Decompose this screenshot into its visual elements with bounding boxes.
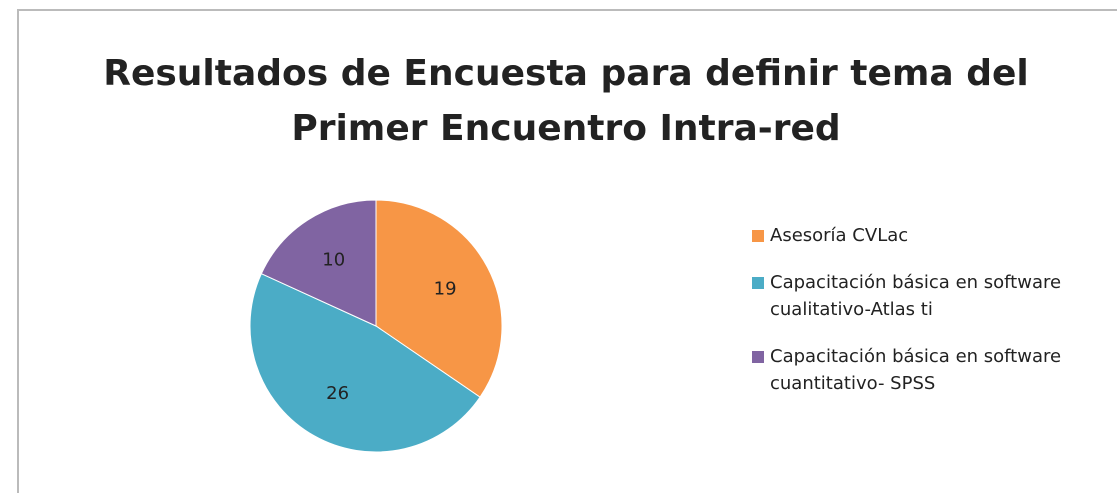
pie-slice (260, 199, 377, 327)
legend-item: Capacitación básica en software cualitat… (752, 269, 1102, 323)
data-label: 10 (322, 249, 345, 270)
legend-item: Asesoría CVLac (752, 222, 1102, 249)
legend-swatch (752, 230, 764, 242)
data-label: 26 (326, 383, 349, 404)
pie: 19 26 10 (249, 199, 503, 453)
legend-swatch (752, 277, 764, 289)
chart-title: Primer Encuentro Intra-red (291, 108, 840, 149)
legend: Asesoría CVLac Capacitación básica en sof… (752, 222, 1102, 417)
legend-label: Capacitación básica en software cualitat… (770, 272, 1062, 320)
legend-swatch (752, 351, 764, 363)
pie-slice (249, 272, 481, 453)
chart-title: Resultados de Encuesta para definir tema… (103, 53, 1029, 94)
legend-item: Capacitación básica en software cuantita… (752, 343, 1102, 397)
chart-frame (17, 9, 1117, 493)
data-label: 19 (434, 279, 457, 300)
legend-label: Asesoría CVLac (770, 225, 909, 246)
legend-label: Capacitación básica en software cuantita… (770, 346, 1062, 394)
pie-slice (375, 199, 503, 398)
